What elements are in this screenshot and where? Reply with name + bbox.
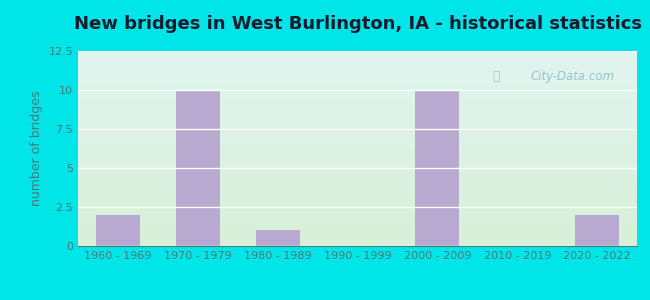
Bar <box>96 215 140 246</box>
Bar <box>255 230 300 246</box>
Y-axis label: number of bridges: number of bridges <box>30 91 43 206</box>
Text: New bridges in West Burlington, IA - historical statistics: New bridges in West Burlington, IA - his… <box>73 15 642 33</box>
Text: City-Data.com: City-Data.com <box>530 70 615 83</box>
Bar <box>575 215 619 246</box>
Text: Ⓠ: Ⓠ <box>493 70 500 83</box>
Bar <box>415 90 460 246</box>
Bar <box>176 90 220 246</box>
